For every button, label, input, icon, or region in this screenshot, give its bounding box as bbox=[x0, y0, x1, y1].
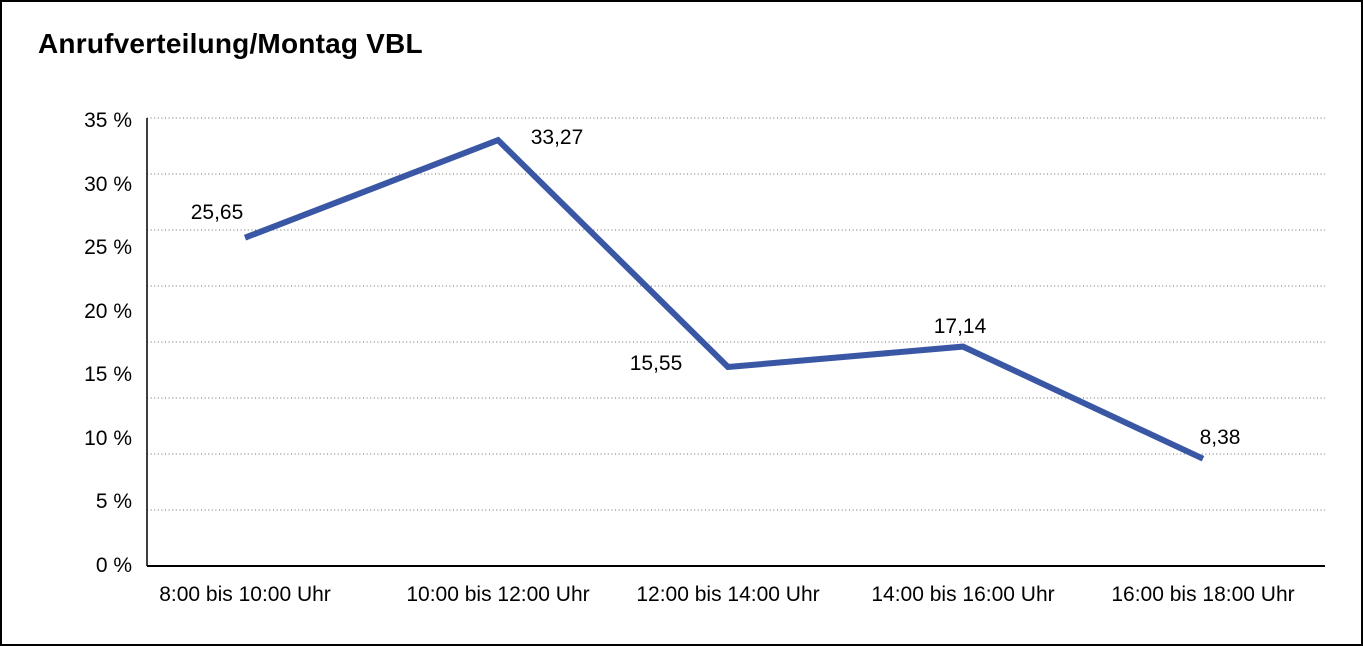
series-line bbox=[243, 136, 1205, 462]
y-axis-tick-label: 15 % bbox=[84, 363, 132, 386]
y-axis-tick-label: 30 % bbox=[84, 173, 132, 196]
x-axis-category-label: 10:00 bis 12:00 Uhr bbox=[406, 583, 590, 606]
x-axis-category-label: 8:00 bis 10:00 Uhr bbox=[159, 583, 331, 606]
y-axis-tick-label: 0 % bbox=[95, 554, 132, 577]
x-axis-category-label: 16:00 bis 18:00 Uhr bbox=[1111, 583, 1295, 606]
y-axis-tick-label: 35 % bbox=[84, 109, 132, 132]
y-axis-tick-label: 25 % bbox=[84, 236, 132, 259]
y-axis-tick-label: 20 % bbox=[84, 300, 132, 323]
data-point-label: 8,38 bbox=[1199, 426, 1241, 449]
data-point-label: 15,55 bbox=[629, 352, 683, 375]
chart-title: Anrufverteilung/Montag VBL bbox=[38, 28, 423, 59]
x-axis-category-label: 12:00 bis 14:00 Uhr bbox=[636, 583, 820, 606]
y-axis-tick-label: 5 % bbox=[95, 490, 132, 513]
x-axis-category-label: 14:00 bis 16:00 Uhr bbox=[871, 583, 1055, 606]
data-point-label: 33,27 bbox=[530, 126, 584, 149]
data-point-label: 25,65 bbox=[190, 201, 244, 224]
y-axis-tick-label: 10 % bbox=[84, 427, 132, 450]
data-point-label: 17,14 bbox=[933, 315, 987, 338]
